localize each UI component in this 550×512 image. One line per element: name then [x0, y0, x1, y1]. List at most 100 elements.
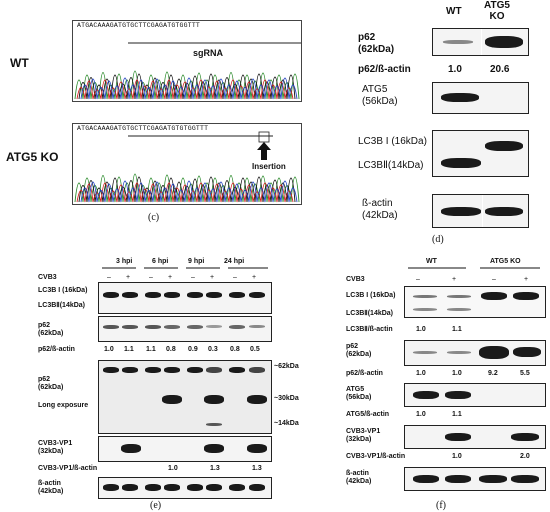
- insertion-arrow-icon: [257, 142, 271, 160]
- e-vp1-blot: [98, 436, 272, 462]
- e-p62-ratio: 0.8: [166, 346, 176, 353]
- f-sign: –: [416, 276, 420, 283]
- e-long-exposure-label: Long exposure: [38, 402, 89, 409]
- ko-trace: [74, 131, 300, 203]
- e-time-underlines: [102, 267, 268, 269]
- panel-letter-e: (e): [150, 500, 162, 511]
- panel-letter-c: (c): [148, 212, 160, 223]
- f-sign: –: [492, 276, 496, 283]
- f-vp1-ratio-label: CVB3-VP1/ß-actin: [346, 453, 406, 460]
- d-lc3b-blot: [432, 130, 529, 177]
- e-marker-14: ~14kDa: [274, 420, 299, 427]
- e-vp1-ratio: 1.3: [210, 465, 220, 472]
- f-atg5-ratio: 1.1: [452, 411, 462, 418]
- e-p62-label: p62 (62kDa): [38, 322, 64, 337]
- e-p62-ratio: 1.1: [146, 346, 156, 353]
- f-lc3-ratio: 1.1: [452, 326, 462, 333]
- e-p62-ratio: 1.1: [124, 346, 134, 353]
- f-lc3b1-label: LC3B I (16kDa): [346, 292, 396, 299]
- e-lc3b-blot: [98, 282, 272, 314]
- f-lc3b2-label: LC3BⅡ(14kDa): [346, 310, 394, 317]
- wt-trace: [74, 42, 301, 100]
- e-vp1-ratio: 1.0: [168, 465, 178, 472]
- f-p62-label: p62 (62kDa): [346, 343, 372, 358]
- e-sign: +: [252, 274, 257, 281]
- f-col-wt: WT: [426, 258, 437, 265]
- panel-letter-f: (f): [436, 500, 446, 511]
- ko-sequence: ATGACAAAGATGTGCTTCGAGATGTGTGGTTT: [77, 125, 209, 132]
- f-p62-ratio-label: p62/ß-actin: [346, 370, 383, 377]
- e-p62-ratio: 0.9: [188, 346, 198, 353]
- f-vp1-ratio: 1.0: [452, 453, 462, 460]
- f-atg5-blot: [404, 383, 546, 407]
- f-lc3-ratio-label: LC3BⅡ/ß-actin: [346, 326, 393, 333]
- e-p62-ratio: 0.3: [208, 346, 218, 353]
- ko-label: ATG5 KO: [6, 150, 59, 164]
- ko-chromatogram: ATGACAAAGATGTGCTTCGAGATGTGTGGTTT Inserti…: [72, 123, 302, 205]
- f-p62-ratio: 1.0: [452, 370, 462, 377]
- e-sign: +: [210, 274, 215, 281]
- d-p62-ratio-label: p62/ß-actin: [358, 64, 411, 75]
- e-p62-ratio: 0.5: [250, 346, 260, 353]
- d-p62-blot: [432, 28, 529, 56]
- f-atg5-label: ATG5 (56kDa): [346, 386, 372, 401]
- e-p62-ratio: 0.8: [230, 346, 240, 353]
- e-lc3b2-label: LC3BⅡ(14kDa): [38, 302, 86, 309]
- e-vp1-ratio: 1.3: [252, 465, 262, 472]
- f-lc3-ratio: 1.0: [416, 326, 426, 333]
- e-actin-blot: [98, 477, 272, 499]
- e-time-24: 24 hpi: [224, 258, 245, 265]
- e-sign: +: [126, 274, 131, 281]
- panel-letter-d: (d): [432, 234, 444, 245]
- e-sign: –: [191, 274, 195, 281]
- f-vp1-ratio: 2.0: [520, 453, 530, 460]
- d-lc3b1-label: LC3B I (16kDa): [358, 136, 427, 147]
- wt-chromatogram: ATGACAAAGATGTGCTTCGAGATGTGGTTT sgRNA: [72, 20, 302, 102]
- e-time-3: 3 hpi: [116, 258, 133, 265]
- f-vp1-blot: [404, 425, 546, 449]
- d-ratio-wt: 1.0: [448, 64, 462, 75]
- insertion-label: Insertion: [251, 162, 287, 171]
- f-atg5-ratio: 1.0: [416, 411, 426, 418]
- e-time-9: 9 hpi: [188, 258, 205, 265]
- e-vp1-ratio-label: CVB3-VP1/ß-actin: [38, 465, 98, 472]
- f-lc3b-blot: [404, 286, 546, 318]
- e-time-6: 6 hpi: [152, 258, 169, 265]
- f-vp1-label: CVB3-VP1 (32kDa): [346, 428, 381, 443]
- e-p62-ratio-label: p62/ß-actin: [38, 346, 75, 353]
- e-actin-label: ß-actin (42kDa): [38, 480, 64, 495]
- f-p62-ratio: 9.2: [488, 370, 498, 377]
- f-p62-ratio: 1.0: [416, 370, 426, 377]
- e-p62-blot: [98, 316, 272, 342]
- f-p62-blot: [404, 340, 546, 366]
- e-p62-long-blot: [98, 360, 272, 434]
- e-sign: –: [149, 274, 153, 281]
- d-ratio-ko: 20.6: [490, 64, 510, 75]
- d-actin-blot: [432, 194, 529, 228]
- f-col-ko: ATG5 KO: [490, 258, 521, 265]
- e-marker-30: ~30kDa: [274, 395, 299, 402]
- wt-label: WT: [10, 56, 29, 70]
- e-p62-long-label: p62 (62kDa): [38, 376, 64, 391]
- f-sign: +: [524, 276, 529, 283]
- d-col-wt: WT: [446, 6, 462, 17]
- d-col-ko: ATG5 KO: [484, 0, 510, 22]
- e-sign: –: [233, 274, 237, 281]
- e-vp1-label: CVB3-VP1 (32kDa): [38, 440, 73, 455]
- d-atg5-label: ATG5 (56kDa): [362, 84, 398, 107]
- f-atg5-ratio-label: ATG5/ß-actin: [346, 411, 390, 418]
- d-lc3b2-label: LC3BⅡ(14kDa): [358, 160, 424, 171]
- wt-sequence: ATGACAAAGATGTGCTTCGAGATGTGGTTT: [77, 22, 201, 29]
- f-p62-ratio: 5.5: [520, 370, 530, 377]
- e-marker-62: ~62kDa: [274, 363, 299, 370]
- f-actin-label: ß-actin (42kDa): [346, 470, 372, 485]
- f-cvb3-label: CVB3: [346, 276, 365, 283]
- sgrna-label: sgRNA: [193, 48, 224, 58]
- e-sign: +: [168, 274, 173, 281]
- f-actin-blot: [404, 467, 546, 491]
- d-actin-label: ß-actin (42kDa): [362, 198, 398, 221]
- e-cvb3-label: CVB3: [38, 274, 57, 281]
- e-p62-ratio: 1.0: [104, 346, 114, 353]
- e-sign: –: [107, 274, 111, 281]
- e-lc3b1-label: LC3B I (16kDa): [38, 287, 88, 294]
